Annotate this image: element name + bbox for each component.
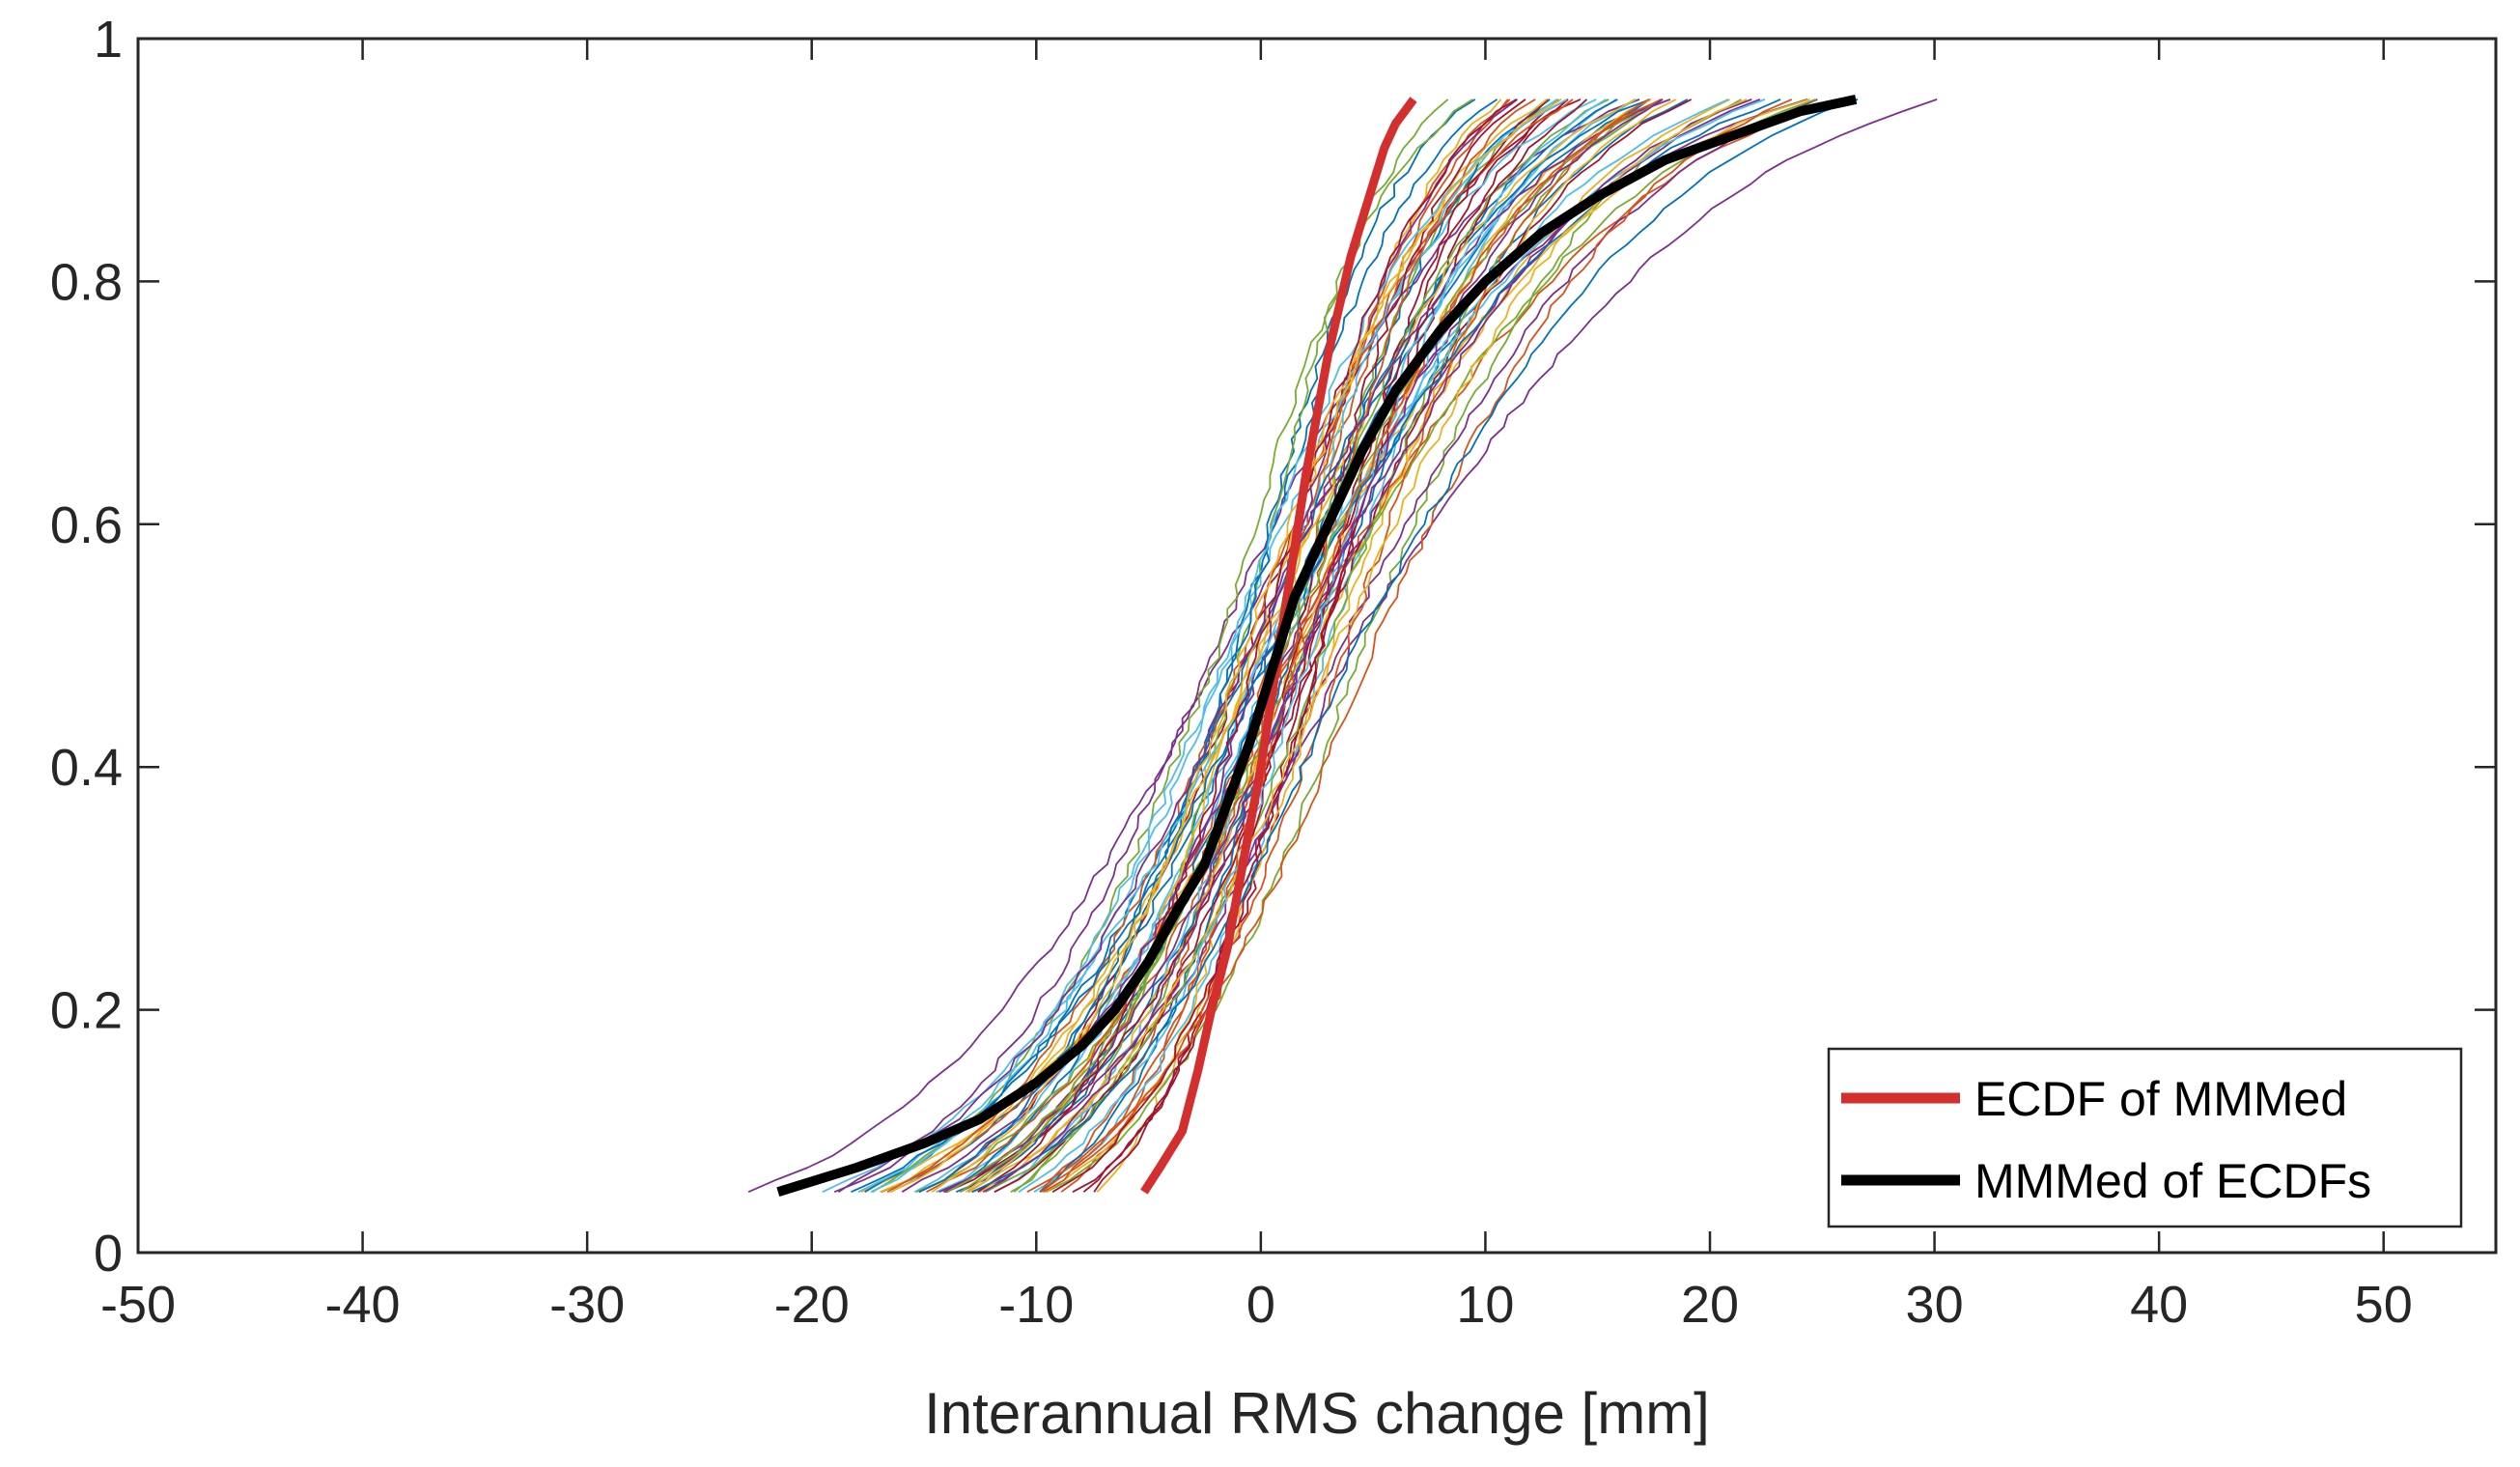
x-tick-label: -50 [100, 1276, 176, 1334]
y-tick-label: 1 [94, 11, 123, 69]
ensemble-curve [747, 99, 1808, 1194]
ensemble-curve [971, 99, 1818, 1194]
ensemble-curve [945, 99, 1476, 1193]
x-tick-label: 50 [2355, 1276, 2413, 1334]
legend-label-mmmed-of-ecdfs: MMMed of ECDFs [1974, 1154, 2371, 1208]
x-tick-label: 40 [2130, 1276, 2188, 1334]
highlight-series [776, 95, 1858, 1197]
x-tick-label: 10 [1456, 1276, 1514, 1334]
ensemble-curve [872, 99, 1473, 1193]
x-tick-label: -30 [549, 1276, 625, 1334]
plot-frame [136, 37, 2498, 1255]
ensemble-curve [901, 99, 1761, 1193]
ensemble-curve [1043, 99, 1536, 1193]
y-tick-label: 0.8 [50, 253, 123, 311]
x-tick-label: 30 [1906, 1276, 1964, 1334]
y-tick-label: 0.4 [50, 739, 123, 797]
x-tick-label: -20 [774, 1276, 850, 1334]
y-tick-label: 0 [94, 1225, 123, 1283]
ensemble-curve [1046, 99, 1742, 1193]
x-axis-title: Interannual RMS change [mm] [924, 1381, 1710, 1446]
ensemble-curve [851, 99, 1781, 1194]
x-tick-label: -40 [325, 1276, 401, 1334]
x-tick-label: 20 [1681, 1276, 1739, 1334]
series-line-ecdf-of-mmmed [1140, 97, 1417, 1195]
ensemble-curve [968, 99, 1748, 1193]
ensemble-curve [982, 99, 1664, 1193]
ensemble-curve [926, 99, 1664, 1193]
y-tick-label: 0.2 [50, 982, 123, 1040]
ensemble-curve [857, 99, 1568, 1194]
legend: ECDF of MMMed MMMed of ECDFs [1827, 1047, 2463, 1228]
ensemble-curve [1045, 99, 1677, 1193]
series-line-mmmed-of-ecdfs [776, 95, 1858, 1197]
y-tick-label: 0.6 [50, 496, 123, 554]
legend-label-ecdf-of-mmmed: ECDF of MMMed [1974, 1072, 2347, 1126]
ensemble-curve [977, 99, 1518, 1193]
ensemble-curve [971, 99, 1859, 1194]
ensemble-curve [1018, 99, 1607, 1193]
ensemble-curve [945, 99, 1693, 1194]
x-axis: -50 -40 -30 -20 -10 0 10 20 30 40 50 [100, 39, 2413, 1334]
x-tick-label: 0 [1246, 1276, 1275, 1334]
y-axis: 0 0.2 0.4 0.6 0.8 1 [50, 11, 2496, 1283]
ensemble-curve [918, 99, 1498, 1194]
x-tick-label: -10 [998, 1276, 1074, 1334]
ensemble-curve [931, 99, 1562, 1193]
legend-box [1827, 1047, 2463, 1228]
ensemble-curve [889, 99, 1636, 1194]
